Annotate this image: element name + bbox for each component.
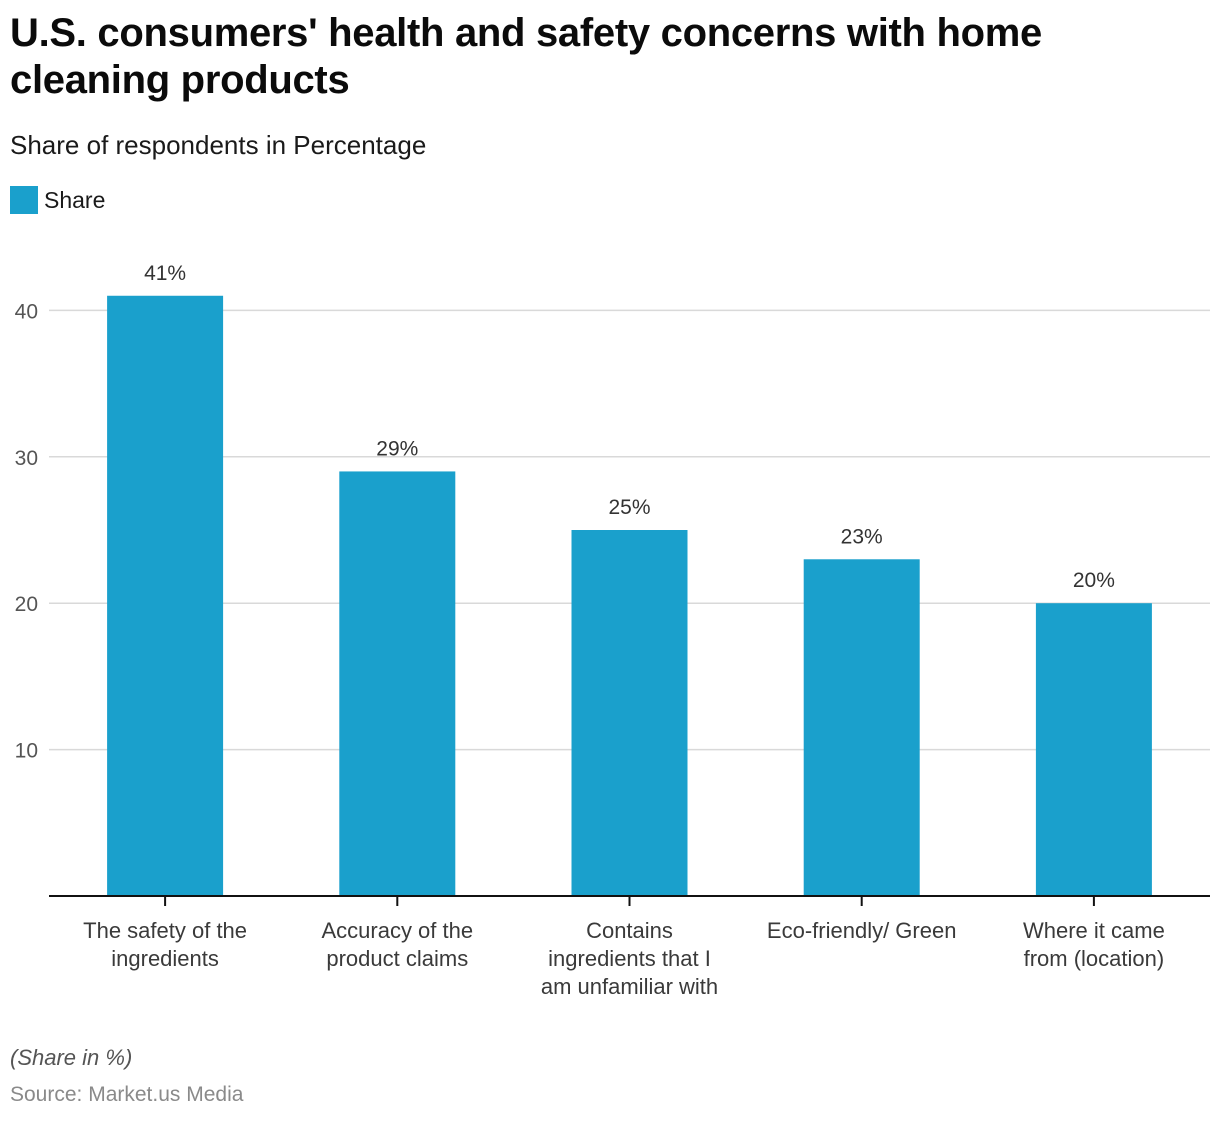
x-tick-label-0: The safety of the ingredients: [83, 918, 247, 971]
value-label-0: 41%: [144, 262, 186, 285]
x-tick-label-1: Accuracy of the product claims: [321, 918, 473, 971]
chart-title: U.S. consumers' health and safety concer…: [10, 11, 1042, 102]
labels: 10 20 30 40 41% The safety of the ingredients 2…: [15, 262, 1165, 999]
legend-label-share: Share: [44, 186, 106, 213]
bar-4: [1035, 603, 1152, 896]
value-label-3: 23%: [841, 525, 883, 548]
bars: [107, 295, 1152, 896]
legend-swatch-share: [10, 186, 38, 214]
y-tick-label-40: 40: [15, 300, 38, 323]
bar-1: [339, 471, 456, 896]
value-label-1: 29%: [376, 437, 418, 460]
chart-source: Source: Market.us Media: [10, 1083, 244, 1106]
x-tick-label-3: Eco-friendly/ Green: [767, 918, 957, 943]
legend: Share: [10, 186, 105, 214]
y-tick-label-10: 10: [15, 740, 38, 763]
y-tick-label-20: 20: [15, 593, 38, 616]
y-tick-label-30: 30: [15, 447, 38, 470]
bar-0: [107, 295, 224, 896]
value-label-4: 20%: [1073, 569, 1115, 592]
bar-2: [571, 530, 688, 896]
x-axis: [49, 895, 1210, 906]
x-tick-label-4: Where it came from (location): [1023, 918, 1165, 971]
bar-3: [803, 559, 920, 896]
value-label-2: 25%: [608, 496, 650, 519]
chart-subtitle: Share of respondents in Percentage: [10, 130, 427, 160]
chart-note: (Share in %): [10, 1045, 133, 1070]
